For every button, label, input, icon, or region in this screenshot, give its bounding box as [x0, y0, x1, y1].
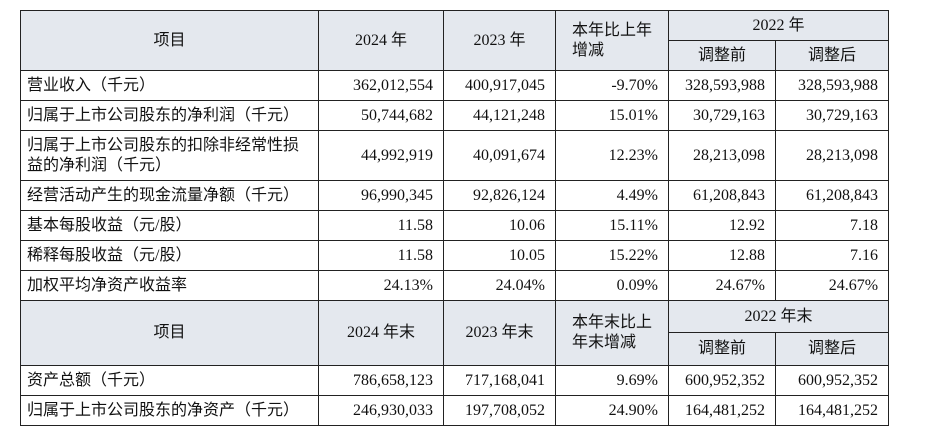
- table-body: 项目 2024 年 2023 年本年比上年增减 2022 年调整前 调整后 营业收入（千元…: [20, 10, 890, 426]
- value-cell: 4.49%: [555, 180, 669, 211]
- header-cell: 本年末比上年末增减: [555, 300, 669, 366]
- value-cell: 164,481,252: [668, 395, 776, 426]
- value-cell: 28,213,098: [668, 130, 776, 181]
- value-cell: 600,952,352: [668, 365, 776, 396]
- value-cell: 92,826,124: [443, 180, 556, 211]
- value-cell: 600,952,352: [774, 365, 890, 396]
- value-cell: 362,012,554: [318, 70, 444, 101]
- data-row: 归属于上市公司股东的扣除非经常性损益的净利润（千元） 44,992,919 40,0…: [20, 130, 890, 181]
- value-cell: 44,121,248: [443, 100, 556, 131]
- header-cell: 2024 年: [318, 10, 444, 71]
- header-cell: 项目: [20, 10, 319, 71]
- value-cell: 9.69%: [555, 365, 669, 396]
- value-cell: 96,990,345: [318, 180, 444, 211]
- header-row: 调整前 调整后: [21, 332, 890, 366]
- value-cell: 10.05: [443, 240, 556, 271]
- data-row: 稀释每股收益（元/股） 11.58 10.05 15.22% 12.88 7.16: [20, 240, 890, 271]
- value-cell: 246,930,033: [318, 395, 444, 426]
- value-cell: -9.70%: [555, 70, 669, 101]
- row-label: 归属于上市公司股东的净资产（千元）: [20, 395, 319, 426]
- value-cell: 30,729,163: [774, 100, 890, 131]
- value-cell: 786,658,123: [318, 365, 444, 396]
- value-cell: 40,091,674: [443, 130, 556, 181]
- header-row: 项目 2024 年 2023 年本年比上年增减 2022 年: [20, 10, 890, 71]
- value-cell: 24.67%: [668, 270, 776, 301]
- value-cell: 164,481,252: [774, 395, 890, 426]
- value-cell: 28,213,098: [774, 130, 890, 181]
- value-cell: 44,992,919: [318, 130, 444, 181]
- row-label: 经营活动产生的现金流量净额（千元）: [20, 180, 319, 211]
- value-cell: 12.88: [668, 240, 776, 271]
- header-cell: 调整前: [668, 332, 776, 366]
- value-cell: 7.16: [774, 240, 890, 271]
- data-row: 归属于上市公司股东的净资产（千元） 246,930,033 197,708,052 2…: [20, 395, 890, 426]
- header-cell: 项目: [20, 300, 319, 366]
- row-label: 加权平均净资产收益率: [20, 270, 319, 301]
- data-row: 经营活动产生的现金流量净额（千元） 96,990,345 92,826,124 4.4…: [20, 180, 890, 211]
- value-cell: 30,729,163: [668, 100, 776, 131]
- header-cell: 调整后: [774, 332, 890, 366]
- row-label: 基本每股收益（元/股）: [20, 210, 319, 241]
- row-label: 营业收入（千元）: [20, 70, 319, 101]
- header-cell: 2023 年: [443, 10, 556, 71]
- header-row: 项目 2024 年末 2023 年末 本年末比上年末增减 2022 年末: [20, 300, 890, 366]
- value-cell: 24.67%: [774, 270, 890, 301]
- table-container: 项目 2024 年 2023 年本年比上年增减 2022 年调整前 调整后 营业收入（千元…: [20, 10, 890, 426]
- header-cell: 2022 年末: [667, 300, 890, 333]
- value-cell: 24.13%: [318, 270, 444, 301]
- value-cell: 7.18: [774, 210, 890, 241]
- value-cell: 11.58: [318, 240, 444, 271]
- header-row: 调整前 调整后: [21, 40, 890, 71]
- value-cell: 15.22%: [555, 240, 669, 271]
- header-cell: 调整前: [668, 40, 776, 71]
- value-cell: 12.92: [668, 210, 776, 241]
- cell-text: 本年比上年增减: [572, 21, 653, 59]
- header-cell: 2022 年: [667, 10, 890, 41]
- row-label: 资产总额（千元）: [20, 365, 319, 396]
- row-label: 归属于上市公司股东的净利润（千元）: [20, 100, 319, 131]
- data-row: 归属于上市公司股东的净利润（千元） 50,744,682 44,121,248 15.…: [20, 100, 890, 131]
- value-cell: 24.04%: [443, 270, 556, 301]
- value-cell: 328,593,988: [668, 70, 776, 101]
- value-cell: 61,208,843: [774, 180, 890, 211]
- value-cell: 11.58: [318, 210, 444, 241]
- financial-table: 项目 2024 年 2023 年本年比上年增减 2022 年调整前 调整后 营业收入（千元…: [20, 10, 890, 426]
- value-cell: 717,168,041: [443, 365, 556, 396]
- value-cell: 15.01%: [555, 100, 669, 131]
- header-cell: 调整后: [774, 40, 890, 71]
- value-cell: 50,744,682: [318, 100, 444, 131]
- header-cell: 本年比上年增减: [555, 10, 669, 71]
- value-cell: 12.23%: [555, 130, 669, 181]
- row-label: 归属于上市公司股东的扣除非经常性损益的净利润（千元）: [20, 130, 319, 181]
- value-cell: 197,708,052: [443, 395, 556, 426]
- value-cell: 328,593,988: [774, 70, 890, 101]
- data-row: 资产总额（千元） 786,658,123 717,168,041 9.69% 600,9…: [20, 365, 890, 396]
- header-cell: 2023 年末: [443, 300, 556, 366]
- value-cell: 400,917,045: [443, 70, 556, 101]
- value-cell: 24.90%: [555, 395, 669, 426]
- data-row: 加权平均净资产收益率 24.13% 24.04% 0.09% 24.67% 24.67%: [20, 270, 890, 301]
- header-cell: 2024 年末: [318, 300, 444, 366]
- data-row: 基本每股收益（元/股） 11.58 10.06 15.11% 12.92 7.18: [20, 210, 890, 241]
- data-row: 营业收入（千元） 362,012,554 400,917,045 -9.70% 328,…: [20, 70, 890, 101]
- value-cell: 10.06: [443, 210, 556, 241]
- value-cell: 61,208,843: [668, 180, 776, 211]
- cell-text: 本年末比上年末增减: [572, 314, 653, 351]
- value-cell: 15.11%: [555, 210, 669, 241]
- value-cell: 0.09%: [555, 270, 669, 301]
- row-label: 稀释每股收益（元/股）: [20, 240, 319, 271]
